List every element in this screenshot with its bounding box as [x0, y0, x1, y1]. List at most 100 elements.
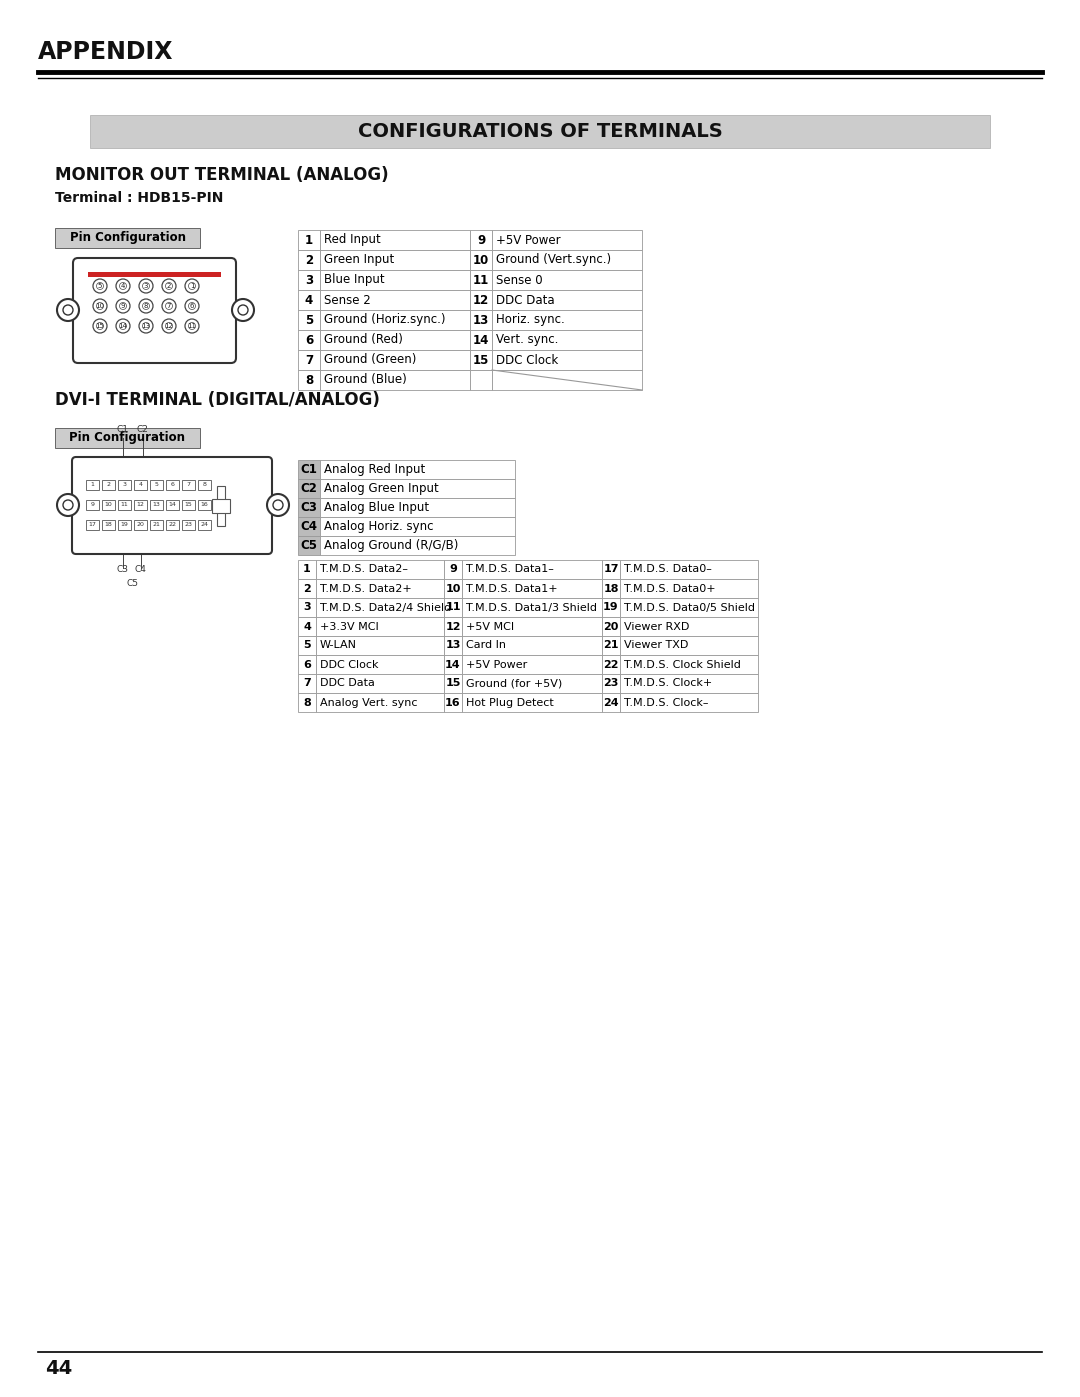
Bar — [118, 481, 131, 490]
Bar — [183, 500, 195, 510]
Bar — [444, 617, 462, 636]
Text: Analog Horiz. sync: Analog Horiz. sync — [324, 520, 433, 534]
Text: C2: C2 — [136, 426, 148, 434]
Text: DDC Data: DDC Data — [320, 679, 375, 689]
Circle shape — [143, 323, 149, 330]
Circle shape — [165, 282, 173, 289]
Bar — [320, 291, 470, 310]
Circle shape — [63, 305, 73, 314]
Text: 4: 4 — [138, 482, 143, 488]
Bar — [217, 486, 225, 525]
Text: Blue Input: Blue Input — [324, 274, 384, 286]
Text: Horiz. sync.: Horiz. sync. — [496, 313, 565, 327]
Text: 14: 14 — [473, 334, 489, 346]
Bar — [320, 231, 470, 250]
Bar — [444, 578, 462, 598]
Text: T.M.D.S. Data1–: T.M.D.S. Data1– — [465, 564, 554, 574]
Bar — [298, 291, 320, 310]
Bar — [102, 500, 114, 510]
Text: 4: 4 — [303, 622, 311, 631]
Text: +5V MCI: +5V MCI — [465, 622, 514, 631]
Text: C4: C4 — [135, 566, 147, 574]
Circle shape — [232, 299, 254, 321]
Bar — [320, 370, 470, 390]
Text: T.M.D.S. Data0+: T.M.D.S. Data0+ — [624, 584, 716, 594]
Text: 22: 22 — [168, 522, 176, 528]
Circle shape — [162, 299, 176, 313]
Text: 13: 13 — [152, 503, 161, 507]
Circle shape — [63, 500, 73, 510]
Bar — [462, 655, 602, 673]
Bar — [602, 598, 620, 617]
Bar — [602, 655, 620, 673]
Text: Sense 0: Sense 0 — [496, 274, 542, 286]
Text: 2: 2 — [107, 482, 110, 488]
Text: 20: 20 — [136, 522, 145, 528]
Bar — [298, 250, 320, 270]
Bar — [298, 536, 320, 555]
Text: 44: 44 — [45, 1359, 72, 1379]
Bar — [298, 693, 316, 712]
Text: T.M.D.S. Clock Shield: T.M.D.S. Clock Shield — [624, 659, 741, 669]
Text: 14: 14 — [445, 659, 461, 669]
Text: 11: 11 — [188, 323, 197, 330]
Bar — [320, 310, 470, 330]
Text: 10: 10 — [473, 253, 489, 267]
Circle shape — [162, 279, 176, 293]
Circle shape — [93, 299, 107, 313]
Text: 10: 10 — [105, 503, 112, 507]
Circle shape — [96, 303, 104, 310]
Circle shape — [139, 279, 153, 293]
Text: 15: 15 — [445, 679, 461, 689]
Text: 12: 12 — [445, 622, 461, 631]
Bar — [444, 655, 462, 673]
Text: 11: 11 — [445, 602, 461, 612]
Text: 21: 21 — [152, 522, 161, 528]
Text: C5: C5 — [126, 578, 138, 588]
Bar — [444, 598, 462, 617]
Text: 13: 13 — [473, 313, 489, 327]
Bar — [102, 481, 114, 490]
Bar — [316, 598, 444, 617]
Circle shape — [185, 319, 199, 332]
Bar — [320, 330, 470, 351]
Text: Analog Ground (R/G/B): Analog Ground (R/G/B) — [324, 539, 458, 552]
Text: 11: 11 — [121, 503, 129, 507]
Text: 5: 5 — [154, 482, 159, 488]
Bar — [298, 370, 320, 390]
Bar — [298, 655, 316, 673]
Circle shape — [273, 500, 283, 510]
Text: C5: C5 — [300, 539, 318, 552]
Bar — [86, 481, 99, 490]
Bar — [55, 228, 200, 249]
Text: 6: 6 — [305, 334, 313, 346]
Text: T.M.D.S. Clock+: T.M.D.S. Clock+ — [624, 679, 712, 689]
Text: 10: 10 — [445, 584, 461, 594]
Text: Ground (Horiz.sync.): Ground (Horiz.sync.) — [324, 313, 446, 327]
Text: T.M.D.S. Data1+: T.M.D.S. Data1+ — [465, 584, 557, 594]
Text: 3: 3 — [303, 602, 311, 612]
Bar — [470, 270, 492, 291]
Text: 12: 12 — [136, 503, 145, 507]
Text: 7: 7 — [187, 482, 190, 488]
Bar — [316, 617, 444, 636]
Circle shape — [93, 319, 107, 332]
Bar — [320, 351, 470, 370]
Text: T.M.D.S. Data1/3 Shield: T.M.D.S. Data1/3 Shield — [465, 602, 597, 612]
Bar — [620, 673, 758, 693]
Text: 24: 24 — [604, 697, 619, 707]
Text: 12: 12 — [473, 293, 489, 306]
Text: APPENDIX: APPENDIX — [38, 41, 174, 64]
Text: 1: 1 — [305, 233, 313, 246]
Bar — [316, 636, 444, 655]
Text: Sense 2: Sense 2 — [324, 293, 370, 306]
Bar — [320, 517, 515, 536]
Circle shape — [165, 323, 173, 330]
Text: 19: 19 — [121, 522, 129, 528]
Text: 15: 15 — [473, 353, 489, 366]
Text: 2: 2 — [303, 584, 311, 594]
Bar — [470, 231, 492, 250]
Bar — [316, 578, 444, 598]
Text: 7: 7 — [303, 679, 311, 689]
Bar — [602, 673, 620, 693]
